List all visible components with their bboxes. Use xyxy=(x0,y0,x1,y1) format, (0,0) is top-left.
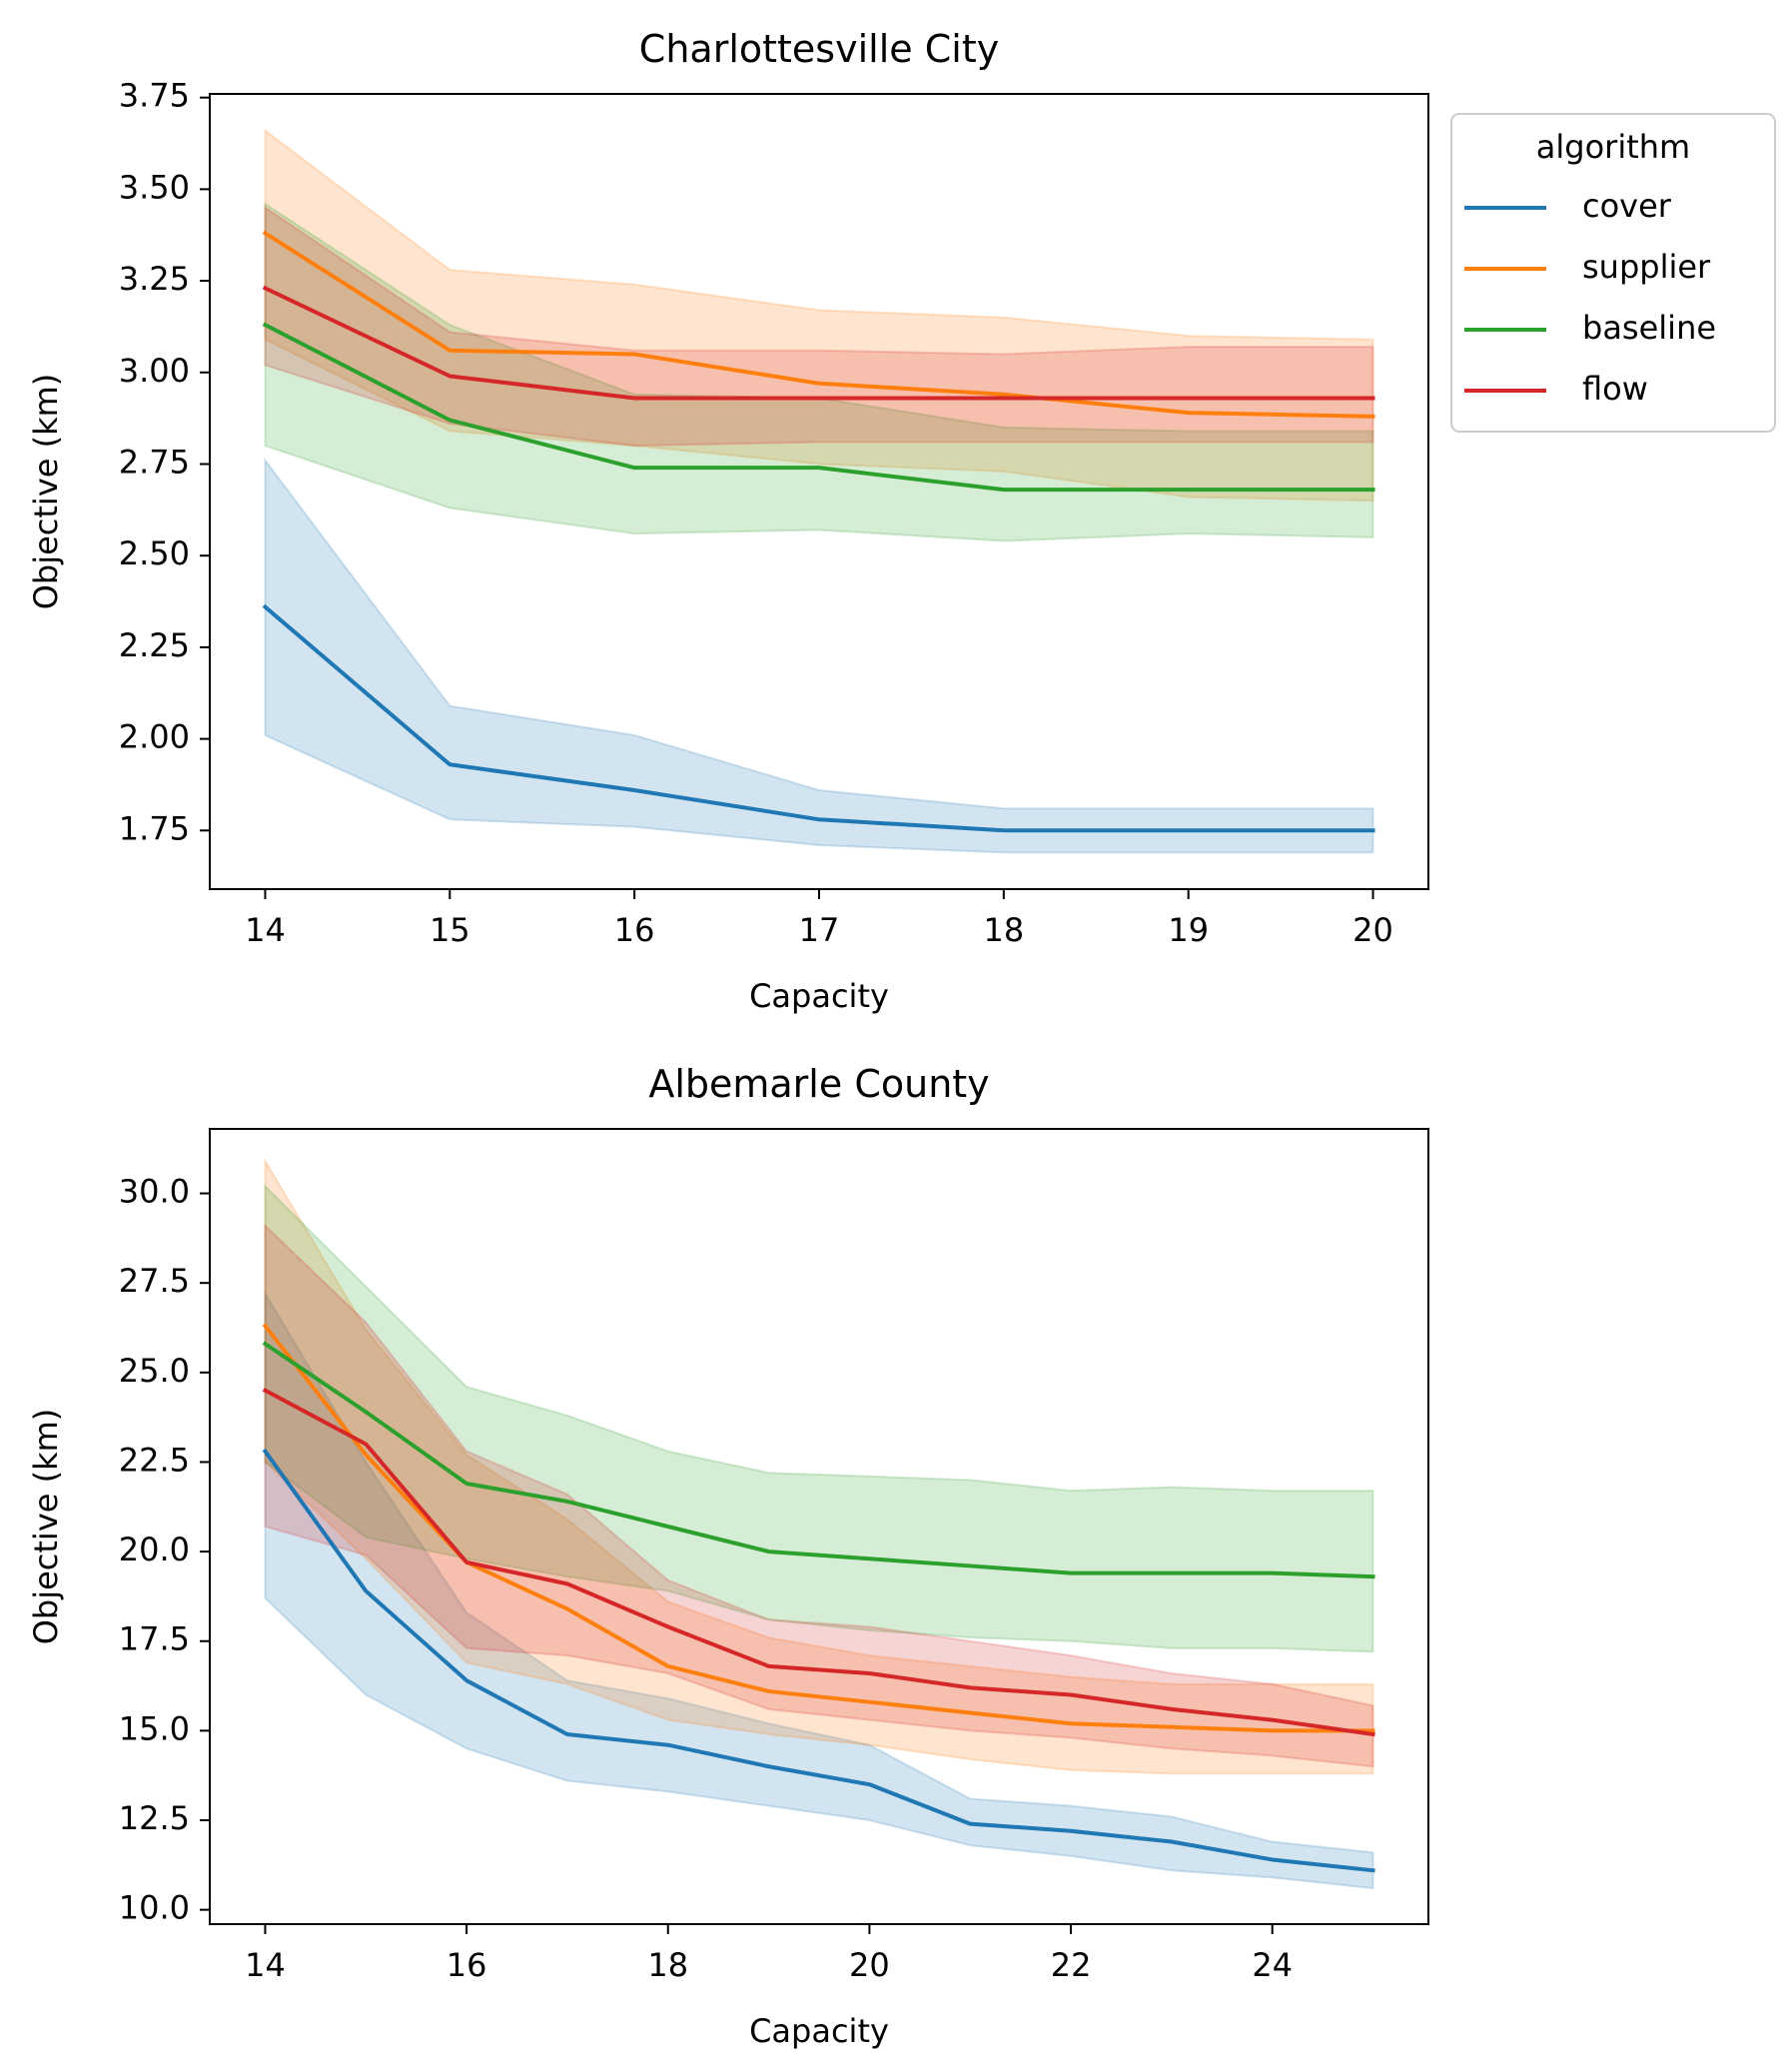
x-tick-label: 14 xyxy=(245,911,286,949)
y-tick-label: 20.0 xyxy=(119,1531,190,1568)
series-line-supplier xyxy=(262,230,1375,419)
y-tick-label: 17.5 xyxy=(119,1620,190,1658)
x-axis-label: Capacity xyxy=(749,977,889,1015)
y-tick-label: 27.5 xyxy=(119,1262,190,1300)
chart-title: Albemarle County xyxy=(648,1062,989,1106)
legend-box xyxy=(1450,113,1776,433)
x-tick-label: 14 xyxy=(245,1946,286,1984)
y-tick-label: 2.50 xyxy=(119,534,190,572)
y-tick-label: 25.0 xyxy=(119,1352,190,1390)
x-axis-ticks: 14 16 18 20 22 24 xyxy=(245,1924,1293,1984)
y-tick-label: 15.0 xyxy=(119,1709,190,1747)
x-tick-label: 17 xyxy=(799,911,840,949)
x-tick-label: 18 xyxy=(983,911,1024,949)
legend-entries: cover supplier baseline flow xyxy=(1464,187,1716,408)
series-line-flow xyxy=(262,1388,1375,1737)
series-line-baseline xyxy=(262,322,1375,493)
y-tick-label: 30.0 xyxy=(119,1173,190,1211)
legend-label-flow: flow xyxy=(1582,370,1648,408)
legend: algorithm cover supplier baseline flow xyxy=(1450,113,1776,433)
y-tick-label: 22.5 xyxy=(119,1441,190,1479)
ci-band-cover xyxy=(264,1290,1374,1890)
x-tick-label: 20 xyxy=(1352,911,1393,949)
x-tick-label: 24 xyxy=(1252,1946,1293,1984)
ci-band-baseline xyxy=(264,1183,1374,1653)
x-tick-label: 18 xyxy=(647,1946,688,1984)
ci-band-cover xyxy=(264,457,1374,854)
y-axis-label: Objective (km) xyxy=(27,1409,65,1645)
ci-band-supplier xyxy=(264,1157,1374,1775)
x-tick-label: 20 xyxy=(849,1946,890,1984)
legend-label-supplier: supplier xyxy=(1582,248,1711,286)
y-tick-label: 12.5 xyxy=(119,1799,190,1837)
x-tick-label: 16 xyxy=(614,911,655,949)
legend-label-baseline: baseline xyxy=(1582,309,1716,347)
y-tick-label: 10.0 xyxy=(119,1889,190,1927)
y-tick-label: 2.75 xyxy=(119,443,190,481)
series-lines xyxy=(262,230,1375,833)
series-line-baseline xyxy=(262,1341,1375,1579)
series-line-flow xyxy=(262,285,1375,401)
y-tick-label: 3.25 xyxy=(119,260,190,298)
y-axis-ticks: 1.75 2.00 2.25 2.50 2.75 3.00 3.25 3.50 3.75 xyxy=(119,77,210,847)
y-tick-label: 2.00 xyxy=(119,718,190,756)
chart-charlottesville-city: 14 15 16 17 18 19 20 1.75 2.00 2.25 2.50 2.75 3.00 3… xyxy=(27,27,1429,1015)
x-tick-label: 15 xyxy=(430,911,470,949)
chart-title: Charlottesville City xyxy=(639,27,999,71)
y-tick-label: 3.00 xyxy=(119,352,190,390)
y-tick-label: 3.50 xyxy=(119,168,190,206)
y-tick-label: 2.25 xyxy=(119,626,190,664)
ci-band-flow xyxy=(264,1223,1374,1768)
x-axis-label: Capacity xyxy=(749,2012,889,2050)
y-axis-label: Objective (km) xyxy=(27,374,65,610)
series-line-cover xyxy=(262,1448,1375,1873)
ci-bands xyxy=(264,1157,1374,1890)
x-tick-label: 19 xyxy=(1168,911,1209,949)
series-line-cover xyxy=(262,603,1375,833)
y-axis-ticks: 10.0 12.5 15.0 17.5 20.0 22.5 25.0 27.5 30.0 xyxy=(119,1173,210,1927)
plot-frame xyxy=(209,1128,1429,1925)
x-tick-label: 16 xyxy=(447,1946,487,1984)
x-axis-ticks: 14 15 16 17 18 19 20 xyxy=(245,889,1393,949)
legend-title: algorithm xyxy=(1536,128,1690,166)
x-tick-label: 22 xyxy=(1051,1946,1092,1984)
ci-band-baseline xyxy=(264,202,1374,542)
legend-label-cover: cover xyxy=(1582,187,1672,225)
y-tick-label: 1.75 xyxy=(119,809,190,847)
chart-albemarle-county: 14 16 18 20 22 24 10.0 12.5 15.0 17.5 20.0 22.5 25.… xyxy=(27,1062,1429,2050)
y-tick-label: 3.75 xyxy=(119,77,190,115)
series-lines xyxy=(262,1323,1375,1873)
